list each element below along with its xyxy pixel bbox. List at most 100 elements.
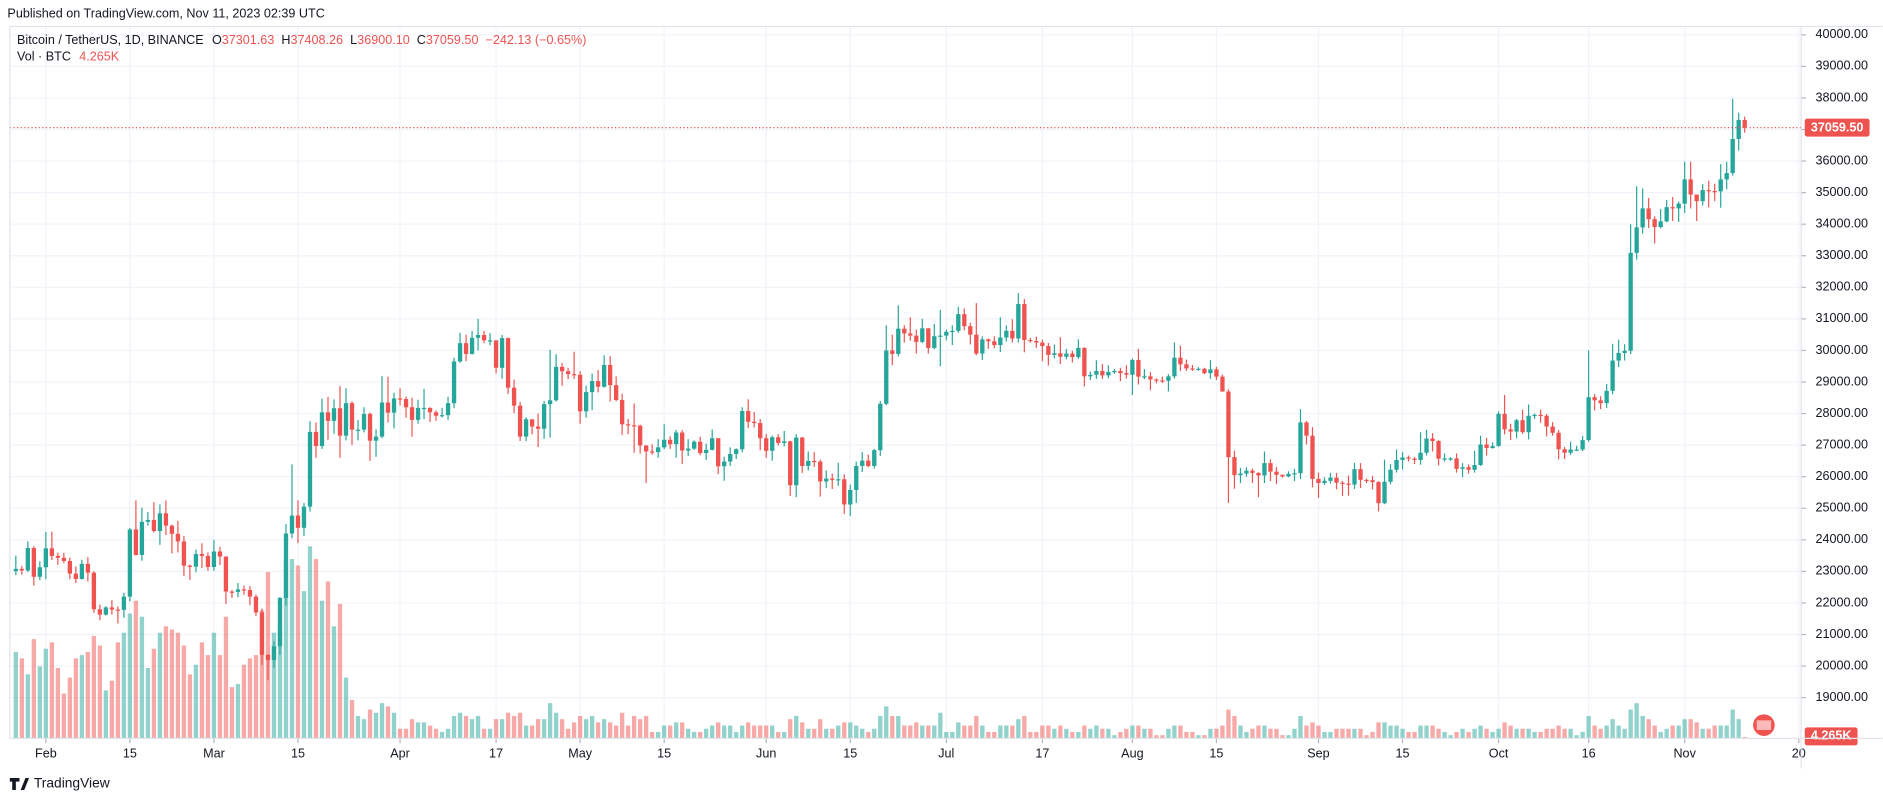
volume-bar [511,715,517,739]
y-tick-label: 26000.00 [1816,469,1869,483]
volume-bar [271,632,277,739]
candle-body [97,609,103,615]
volume-bar [355,715,361,739]
volume-bar [1346,728,1351,739]
volume-bar [1094,725,1099,739]
candle-body [13,568,18,572]
candle-body [1160,380,1165,382]
volume-bar [968,725,973,739]
volume-bar [433,728,439,739]
volume-bar [643,715,649,739]
volume-bar [1130,725,1135,739]
volume-bar [1160,735,1165,739]
volume-bar [487,728,493,739]
volume-bar [764,725,769,739]
candle-body [1094,370,1099,375]
candle-body [619,400,625,425]
volume-bar [1148,728,1153,739]
candle-body [1688,179,1693,195]
candle-body [343,403,349,436]
volume-bar [649,731,655,739]
candle-body [271,646,277,661]
volume-bar [1286,735,1291,739]
candle-body [1262,463,1267,476]
candle-body [577,374,583,412]
volume-bar [1106,728,1111,739]
candle-body [1136,359,1141,377]
candle-body [1430,438,1435,442]
volume-bar [151,648,157,739]
volume-bar [403,728,409,739]
candle-body [1472,465,1477,470]
flag-stripe [1756,720,1772,730]
volume-bar [61,693,67,739]
candle-body [1526,415,1531,433]
candle-body [794,437,799,486]
candle-body [463,343,469,354]
published-note: Published on TradingView.com, Nov 11, 20… [7,7,324,21]
candle-body [1700,190,1705,202]
candle-body [1052,353,1057,355]
candle-body [1166,376,1171,381]
candle-body [1640,208,1645,228]
y-tick-label: 24000.00 [1816,532,1869,546]
volume-bar [1256,725,1261,739]
volume-bar [1262,725,1267,739]
volume-bar [1196,735,1201,739]
volume-bar [788,719,793,739]
candle-body [385,402,391,413]
volume-bar [1544,728,1549,739]
volume-bar [1124,728,1129,739]
candle-body [103,607,109,615]
candle-body [1124,373,1129,375]
candle-body [133,529,139,555]
volume-bar [1730,709,1735,739]
volume-bar [325,581,331,739]
volume-bar [1208,728,1213,739]
candle-body [1424,438,1429,453]
candle-body [728,453,733,462]
volume-bar [1454,731,1459,739]
candle-body [908,333,913,336]
volume-bar [235,683,241,739]
candle-body [914,335,919,342]
volume-bar [932,725,937,739]
y-tick-label: 19000.00 [1816,690,1869,704]
volume-bar [842,722,847,739]
candle-body [235,589,241,592]
volume-bar [830,728,835,739]
y-tick-label: 28000.00 [1816,406,1869,420]
volume-bar [205,655,211,739]
volume-bar [55,667,61,739]
candle-body [1544,415,1549,427]
volume-bar [67,677,73,739]
y-tick-label: 20000.00 [1816,658,1869,672]
price-label: 37059.50 [1811,121,1864,135]
volume-bar [950,731,955,739]
volume-bar [1586,715,1591,739]
footer-logo: TradingView [9,776,110,791]
candle-body [223,556,229,592]
candle-body [43,548,49,568]
volume-bar [73,658,79,739]
logo-mark [9,777,30,790]
volume-bar [812,728,817,739]
candle-body [1400,457,1405,460]
candle-body [505,338,511,388]
candle-body [1196,368,1201,370]
volume-bar [896,715,901,739]
candle-body [37,567,43,577]
volume-bar [680,722,685,739]
candle-body [1100,370,1105,376]
legend-key: O [212,33,222,47]
volume-value: 4.265K [79,50,120,64]
candle-body [601,364,607,387]
volume-bar [920,725,925,739]
candle-body [91,572,97,610]
volume-bar [1520,728,1525,739]
candle-body [85,563,91,573]
x-tick-label: Feb [35,746,57,760]
candle-body [860,460,865,466]
y-tick-label: 33000.00 [1816,248,1869,262]
candle-body [1538,414,1543,417]
